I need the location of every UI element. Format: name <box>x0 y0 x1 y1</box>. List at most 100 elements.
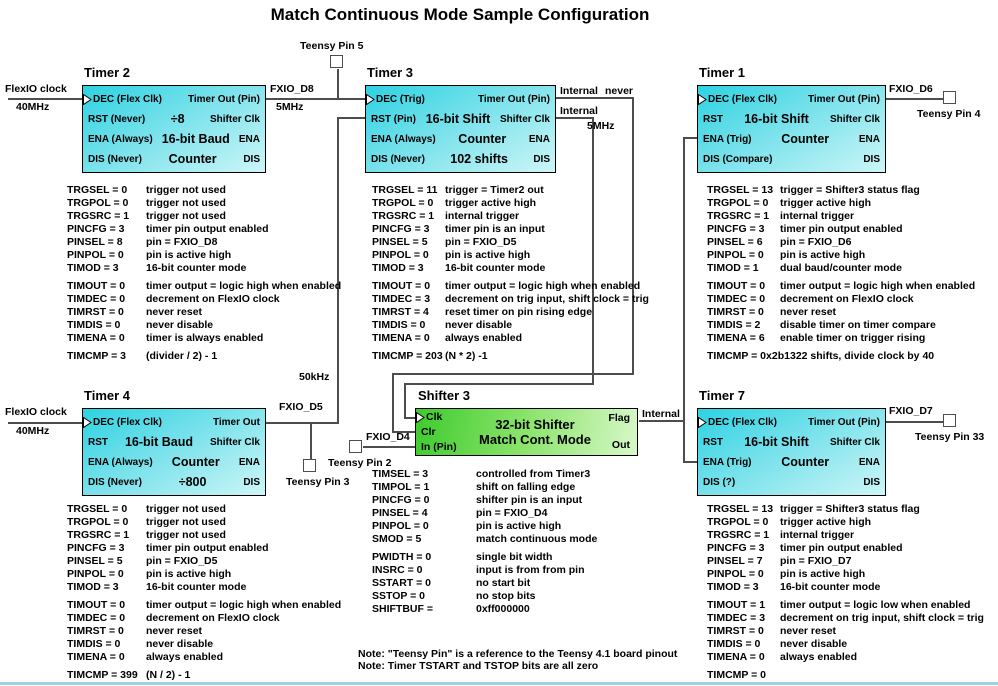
config-register: TIMENA = 0 <box>67 332 125 344</box>
config-description: pin = FXIO_D5 <box>146 555 218 567</box>
config-row: PINSEL = 8 pin = FXIO_D8 <box>67 236 341 249</box>
block-row: ENA (Trig) Counter ENA <box>698 452 885 472</box>
config-description: never reset <box>780 306 837 318</box>
timer7-block: DEC (Flex Clk) Timer Out (Pin) RST 16-bit S… <box>697 408 886 496</box>
port-label-left: DEC (Trig) <box>366 93 425 105</box>
config-description: pin is active high <box>445 249 531 261</box>
config-register: TIMDIS = 0 <box>372 319 426 331</box>
timer3-config: TRGSEL = 11 trigger = Timer2 out TRGPOL = … <box>372 184 649 368</box>
port-label-left: DEC (Flex Clk) <box>698 93 777 105</box>
config-row: TIMDEC = 3 decrement on trig input, shift… <box>707 612 984 625</box>
wire-t3out-h3 <box>392 431 417 433</box>
shifter3-type-label: 32-bit Shifter <box>495 417 575 432</box>
wire-flag-h3 <box>683 461 697 463</box>
config-register: PINCFG = 3 <box>707 542 765 554</box>
config-description: dual baud/counter mode <box>780 262 902 274</box>
config-register: TIMOD = 1 <box>707 262 759 274</box>
label-fxio-d4: FXIO_D4 <box>366 431 410 443</box>
config-row: PINCFG = 3 timer pin output enabled <box>707 223 975 236</box>
timer1-config: TRGSEL = 13 trigger = Shifter3 status fla… <box>707 184 975 368</box>
config-description: no start bit <box>476 577 531 589</box>
config-register: SMOD = 5 <box>372 533 422 545</box>
label-fxio-d6: FXIO_D6 <box>889 83 933 95</box>
port-label-text: ENA (Trig) <box>703 133 752 145</box>
config-row: TIMOD = 1 dual baud/counter mode <box>707 262 975 275</box>
config-register: TIMRST = 0 <box>67 625 124 637</box>
config-register: PINSEL = 6 <box>707 236 763 248</box>
config-register: PINCFG = 3 <box>372 223 430 235</box>
config-register: PINSEL = 7 <box>707 555 763 567</box>
port-label-right: DIS <box>533 153 550 165</box>
config-row: TIMENA = 0 always enabled <box>372 332 649 345</box>
config-register: TIMDEC = 0 <box>67 293 126 305</box>
shifter3-flag-port: Flag <box>608 412 630 424</box>
config-description: never reset <box>146 306 203 318</box>
port-label-right: Shifter Clk <box>209 436 260 448</box>
config-register: TIMDIS = 0 <box>707 638 761 650</box>
wire-t3out-h2 <box>392 373 634 375</box>
config-description: single bit width <box>476 551 553 563</box>
config-description: 16-bit counter mode <box>146 581 247 593</box>
port-label-text: RST <box>88 436 108 448</box>
config-register: TIMRST = 4 <box>372 306 429 318</box>
config-description: timer pin output enabled <box>146 223 269 235</box>
config-group: TIMCMP = 0 <box>707 669 984 682</box>
port-label-left: ENA (Trig) <box>703 134 752 145</box>
timer4-config: TRGSEL = 0 trigger not used TRGPOL = 0 trig… <box>67 503 341 686</box>
config-row: PINSEL = 6 pin = FXIO_D6 <box>707 236 975 249</box>
port-label-right: ENA <box>858 456 880 468</box>
config-row: SSTART = 0 no start bit <box>372 577 597 590</box>
config-row: TRGPOL = 0 trigger active high <box>707 197 975 210</box>
port-label-right: ENA <box>858 133 880 145</box>
block-center-text: 16-bit Shift <box>744 435 809 449</box>
port-label-left: RST <box>703 114 723 125</box>
label-teensy-pin3: Teensy Pin 3 <box>286 476 350 488</box>
config-row: TRGSEL = 0 trigger not used <box>67 184 341 197</box>
config-description: never disable <box>780 638 848 650</box>
config-description: disable timer on timer compare <box>780 319 936 331</box>
config-register: TIMDIS = 2 <box>707 319 761 331</box>
block-center-text: Counter <box>168 152 217 166</box>
config-register: SSTOP = 0 <box>372 590 426 602</box>
port-label-text: DEC (Flex Clk) <box>93 93 162 105</box>
label-t3sclk-internal: Internal <box>560 105 598 117</box>
wire-fxio-d7 <box>886 421 944 423</box>
config-row: PINSEL = 7 pin = FXIO_D7 <box>707 555 984 568</box>
config-description: trigger active high <box>780 197 872 209</box>
config-description: pin = FXIO_D5 <box>445 236 517 248</box>
config-description: internal trigger <box>780 529 855 541</box>
config-register: TRGSRC = 1 <box>707 529 770 541</box>
config-register: PINCFG = 3 <box>67 542 125 554</box>
shifter3-config: TIMSEL = 3 controlled from Timer3 TIMPOL =… <box>372 468 597 621</box>
block-center-text: 16-bit Shift <box>744 112 809 126</box>
wire-t3out-v1 <box>632 97 634 375</box>
timer4-block: DEC (Flex Clk) Timer Out RST 16-bit Baud Shi… <box>82 408 266 496</box>
config-register: TIMSEL = 3 <box>372 468 429 480</box>
port-label: Clr <box>421 426 436 438</box>
block-row: RST (Pin) 16-bit Shift Shifter Clk <box>366 109 555 129</box>
block-center-text: ÷8 <box>170 112 185 126</box>
config-register: TRGSRC = 1 <box>67 210 130 222</box>
wire-t3sclk-h2 <box>404 383 594 385</box>
config-register: SSTART = 0 <box>372 577 432 589</box>
config-description: match continuous mode <box>476 533 598 545</box>
config-row: TRGSRC = 1 trigger not used <box>67 210 341 223</box>
port-label-right: DIS <box>243 153 260 165</box>
clock-input-triangle-icon <box>83 93 92 105</box>
config-description: trigger = Shifter3 status flag <box>780 184 920 196</box>
shifter3-out-port: Out <box>611 439 630 451</box>
shifter3-center-text: 32-bit Shifter Match Cont. Mode <box>462 409 609 455</box>
label-t3out-internal: Internal <box>560 85 598 97</box>
block-row: DIS (Never) ÷800 DIS <box>83 472 265 492</box>
config-description: timer pin output enabled <box>780 223 903 235</box>
config-register: TRGPOL = 0 <box>67 516 129 528</box>
wire-d5-v1 <box>337 117 339 424</box>
config-register: PINSEL = 5 <box>67 555 123 567</box>
block-row: ENA (Always) Counter ENA <box>366 129 555 149</box>
config-register: TRGSEL = 13 <box>707 503 774 515</box>
config-register: TRGPOL = 0 <box>707 197 769 209</box>
shifter3-in-port: In (Pin) <box>416 440 462 455</box>
config-description: timer output = logic high when enabled <box>780 280 976 292</box>
timer3-header: Timer 3 <box>367 65 414 80</box>
config-description: always enabled <box>146 651 224 663</box>
